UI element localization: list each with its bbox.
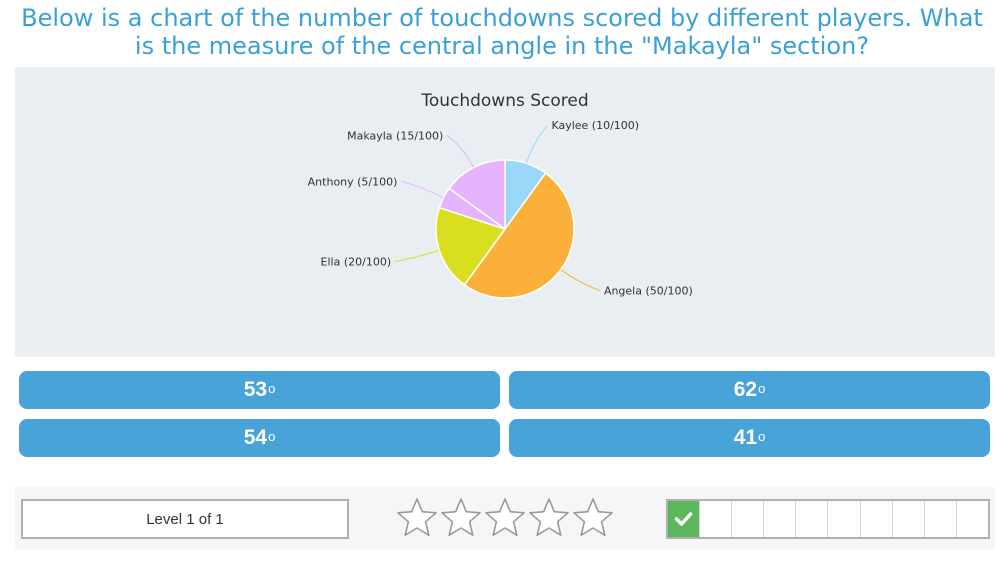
answer-value-4: 41 [733, 426, 758, 449]
pie-connector-kaylee [525, 124, 548, 164]
question-text: Below is a chart of the number of touchd… [0, 4, 1004, 60]
progress-cell [764, 501, 797, 537]
question-line-1: Below is a chart of the number of touchd… [21, 4, 983, 32]
level-indicator: Level 1 of 1 [21, 499, 349, 539]
progress-cell [796, 501, 829, 537]
footer-bar: Level 1 of 1 [15, 487, 995, 549]
star-icon [529, 498, 569, 537]
progress-cell [732, 501, 765, 537]
pie-connector-angela [560, 269, 601, 292]
star-rating [397, 498, 613, 537]
degree-symbol-1: o [268, 380, 276, 396]
degree-symbol-4: o [758, 428, 766, 444]
degree-symbol-2: o [758, 380, 766, 396]
pie-connector-ella [395, 249, 440, 262]
level-text: Level 1 of 1 [146, 510, 224, 528]
pie-labels: Kaylee (10/100) Angela (50/100) Ella (20/1… [308, 119, 693, 298]
star-icon [485, 498, 525, 537]
checkmark-icon [674, 512, 693, 526]
progress-cell [861, 501, 893, 537]
pie-connector-makayla [447, 135, 475, 168]
answer-button-2[interactable]: 62 o [509, 371, 990, 409]
pie-label-anthony: Anthony (5/100) [308, 175, 398, 188]
star-icon [441, 498, 481, 537]
question-line-2: is the measure of the central angle in t… [134, 32, 870, 60]
progress-cell [668, 501, 701, 537]
pie-slices [435, 159, 575, 299]
star-icon [573, 498, 613, 537]
progress-cell [828, 501, 861, 537]
answer-value-1: 53 [243, 378, 268, 401]
degree-symbol-3: o [268, 428, 276, 444]
answer-button-1[interactable]: 53 o [19, 371, 500, 409]
pie-connector-anthony [401, 180, 444, 199]
pie-label-angela: Angela (50/100) [604, 285, 693, 298]
progress-cell [957, 501, 988, 537]
chart-panel: Touchdowns Scored Kaylee (10/100) Angela (… [15, 67, 995, 357]
answer-button-4[interactable]: 41 o [509, 419, 990, 457]
pie-slice-ella [435, 206, 507, 286]
answer-button-3[interactable]: 54 o [19, 419, 500, 457]
chart-title: Touchdowns Scored [420, 91, 588, 111]
pie-label-kaylee: Kaylee (10/100) [551, 119, 639, 132]
star-icon [397, 498, 437, 537]
answer-value-3: 54 [243, 426, 268, 449]
pie-chart: Touchdowns Scored Kaylee (10/100) Angela (… [308, 91, 693, 299]
pie-slice-makayla [448, 159, 506, 231]
pie-slice-angela [463, 172, 575, 299]
progress-cell [925, 501, 957, 537]
progress-tracker [666, 499, 990, 539]
progress-cell [893, 501, 925, 537]
pie-label-ella: Ella (20/100) [321, 255, 392, 268]
pie-label-makayla: Makayla (15/100) [347, 129, 443, 142]
progress-cell [700, 501, 733, 537]
answer-value-2: 62 [733, 378, 758, 401]
